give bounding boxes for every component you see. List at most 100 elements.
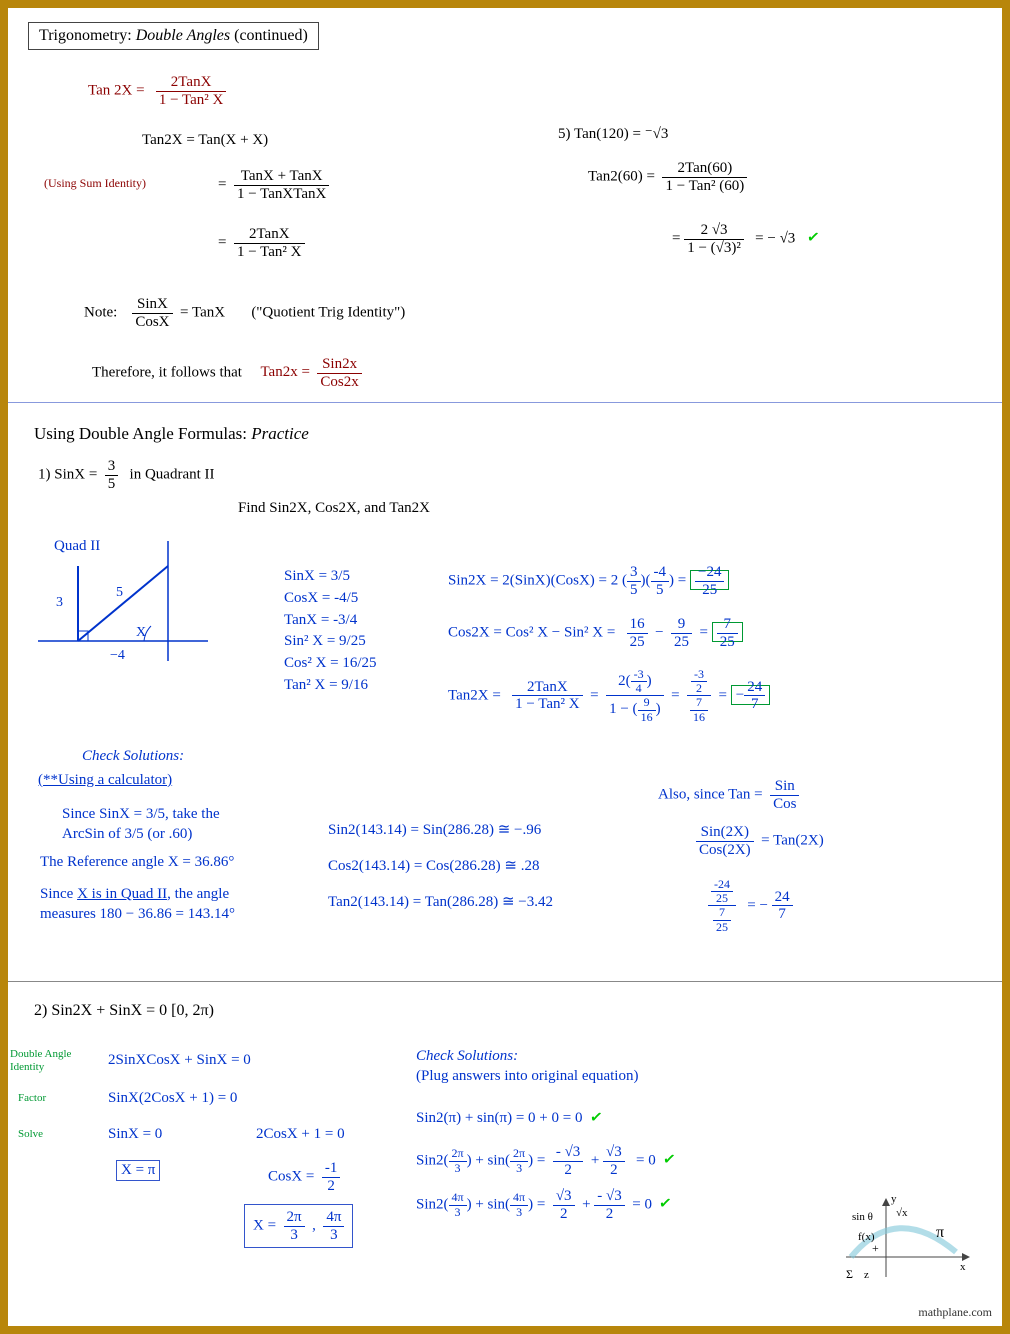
- label-factor: Factor: [18, 1092, 46, 1104]
- s3-c2: Sin2(2π3) + sin(2π3) = - √32 + √32 = 0 ✓: [416, 1144, 676, 1178]
- label-identity: Double Angle Identity: [10, 1048, 82, 1074]
- divider-1: [8, 402, 1002, 403]
- p1-den: 5: [105, 476, 119, 493]
- ans1-box: X = π: [116, 1160, 160, 1181]
- ans2-box: X = 2π3 , 4π3: [244, 1204, 353, 1248]
- tan2x-formula: Tan 2X = 2TanX1 − Tan² X: [88, 74, 226, 108]
- note-label: Note:: [84, 304, 117, 320]
- s3-l2: SinX(2CosX + 1) = 0: [108, 1090, 237, 1107]
- s3-l3a: SinX = 0: [108, 1126, 162, 1143]
- s3-l3b: 2CosX + 1 = 0: [256, 1126, 345, 1143]
- triangle-diagram: 3 5 X −4: [38, 541, 208, 671]
- cosx-label: CosX =: [268, 1168, 314, 1184]
- cs3: The Reference angle X = 36.86°: [40, 854, 234, 871]
- p1-quad: in Quadrant II: [130, 466, 215, 482]
- p1-text: 1) SinX =: [38, 466, 97, 482]
- p5-l1-lhs: Tan2(60) =: [588, 168, 655, 184]
- step1-den: 1 − TanXTanX: [234, 186, 329, 203]
- cs5: measures 180 − 36.86 = 143.14°: [40, 904, 235, 924]
- note-num: SinX: [132, 296, 172, 314]
- find-text: Find Sin2X, Cos2X, and Tan2X: [238, 500, 430, 517]
- s3-l1: 2SinXCosX + SinX = 0: [108, 1052, 251, 1069]
- s3-check-sub: (Plug answers into original equation): [416, 1068, 638, 1085]
- final-eq: = −: [747, 897, 768, 913]
- eq-tan2x: = Tan(2X): [761, 832, 824, 848]
- svg-text:x: x: [960, 1261, 966, 1273]
- quotient-label: ("Quotient Trig Identity"): [251, 304, 405, 320]
- therefore-den: Cos2x: [317, 374, 361, 391]
- p5-l2-den: 1 − (√3)²: [684, 240, 744, 257]
- tan2x-lhs: Tan 2X =: [88, 82, 145, 98]
- svg-text:3: 3: [56, 595, 63, 610]
- p5-l1-num: 2Tan(60): [662, 160, 747, 178]
- svg-text:+: +: [872, 1241, 879, 1255]
- cosx-row: CosX = -12: [268, 1160, 340, 1194]
- cc1: Sin2(143.14) = Sin(286.28) ≅ −.96: [328, 812, 553, 848]
- p5-line2: = 2 √31 − (√3)² = − √3 ✓: [672, 222, 819, 256]
- cs2: ArcSin of 3/5 (or .60): [62, 824, 220, 844]
- note-den: CosX: [132, 314, 172, 331]
- cos2x-pre: Cos2X = Cos² X − Sin² X =: [448, 624, 615, 640]
- derivation-line1: Tan2X = Tan(X + X): [142, 132, 268, 149]
- therefore-num: Sin2x: [317, 356, 361, 374]
- p5-line1: Tan2(60) = 2Tan(60)1 − Tan² (60): [588, 160, 747, 194]
- sin2x-work: Sin2X = 2(SinX)(CosX) = 2 (35)(-45) = −2…: [448, 564, 729, 598]
- check-center: Sin2(143.14) = Sin(286.28) ≅ −.96 Cos2(1…: [328, 812, 553, 920]
- therefore-row: Therefore, it follows that Tan2x = Sin2x…: [92, 356, 362, 390]
- check-icon: ✓: [662, 1150, 677, 1171]
- title-prefix: Trigonometry:: [39, 27, 136, 44]
- s3-c3: Sin2(4π3) + sin(4π3) = √32 + - √32 = 0 ✓: [416, 1188, 672, 1222]
- divider-2: [8, 981, 1002, 982]
- check-icon: ✓: [658, 1194, 673, 1215]
- val-cos2x: Cos² X = 16/25: [284, 653, 377, 675]
- sin2x-pre: Sin2X = 2(SinX)(CosX) = 2: [448, 572, 618, 588]
- label-solve: Solve: [18, 1128, 43, 1140]
- val-sinx: SinX = 3/5: [284, 566, 377, 588]
- p1-row: 1) SinX = 35 in Quadrant II: [38, 458, 215, 492]
- check-left: Since SinX = 3/5, take the ArcSin of 3/5…: [62, 804, 220, 845]
- therefore-lhs: Tan2x =: [260, 364, 309, 380]
- using-sum-label: (Using Sum Identity): [44, 176, 146, 191]
- svg-text:5: 5: [116, 585, 123, 600]
- p2-head: 2) Sin2X + SinX = 0 [0, 2π): [34, 1002, 214, 1020]
- s3-check-heading: Check Solutions:: [416, 1048, 518, 1065]
- also-row: Also, since Tan = SinCos: [658, 778, 799, 812]
- final-check: -2425 725 = − 247: [708, 878, 793, 934]
- footer-link: mathplane.com: [918, 1305, 992, 1320]
- ans1: X = π: [121, 1162, 155, 1178]
- step2: = 2TanX1 − Tan² X: [218, 226, 305, 260]
- svg-text:π: π: [936, 1224, 944, 1241]
- svg-text:y: y: [891, 1193, 897, 1205]
- svg-text:−4: −4: [110, 648, 125, 663]
- check-icon: ✓: [589, 1107, 604, 1128]
- cs1: Since SinX = 3/5, take the: [62, 804, 220, 824]
- svg-text:Σ: Σ: [846, 1267, 853, 1281]
- values-block: SinX = 3/5 CosX = -4/5 TanX = -3/4 Sin² …: [284, 566, 377, 697]
- check-solutions-heading: Check Solutions:: [82, 748, 184, 765]
- check-left2: Since X is in Quad II, the angle measure…: [40, 884, 235, 925]
- step1: = TanX + TanX1 − TanXTanX: [218, 168, 329, 202]
- c1-text: Sin2(π) + sin(π) = 0 + 0 = 0: [416, 1110, 582, 1126]
- tan2x-pre: Tan2X =: [448, 687, 501, 703]
- sin2x-cos2x-row: Sin(2X)Cos(2X) = Tan(2X): [696, 824, 824, 858]
- p5-l1-den: 1 − Tan² (60): [662, 178, 747, 195]
- worksheet-sheet: Trigonometry: Double Angles (continued) …: [8, 8, 1002, 1326]
- practice-heading-italic: Practice: [251, 424, 309, 443]
- step2-num: 2TanX: [234, 226, 305, 244]
- practice-heading-text: Using Double Angle Formulas:: [34, 424, 251, 443]
- title-topic: Double Angles: [136, 27, 230, 44]
- note-row: Note: SinXCosX = TanX ("Quotient Trig Id…: [84, 296, 405, 330]
- val-tan2x: Tan² X = 9/16: [284, 675, 377, 697]
- using-calc: (**Using a calculator): [38, 772, 172, 789]
- title-box: Trigonometry: Double Angles (continued): [28, 22, 319, 50]
- cc2: Cos2(143.14) = Cos(286.28) ≅ .28: [328, 848, 553, 884]
- practice-heading: Using Double Angle Formulas: Practice: [34, 424, 309, 444]
- logo-icon: π sin θ f(x) + Σ z √x x y: [836, 1192, 996, 1302]
- p5-result: = − √3: [755, 230, 795, 246]
- title-suffix: (continued): [230, 27, 308, 44]
- svg-text:z: z: [864, 1269, 869, 1281]
- note-eq: = TanX: [180, 304, 225, 320]
- p5-head: 5) Tan(120) = ⁻√3: [558, 124, 668, 143]
- therefore-text: Therefore, it follows that: [92, 364, 242, 380]
- svg-text:√x: √x: [896, 1207, 908, 1219]
